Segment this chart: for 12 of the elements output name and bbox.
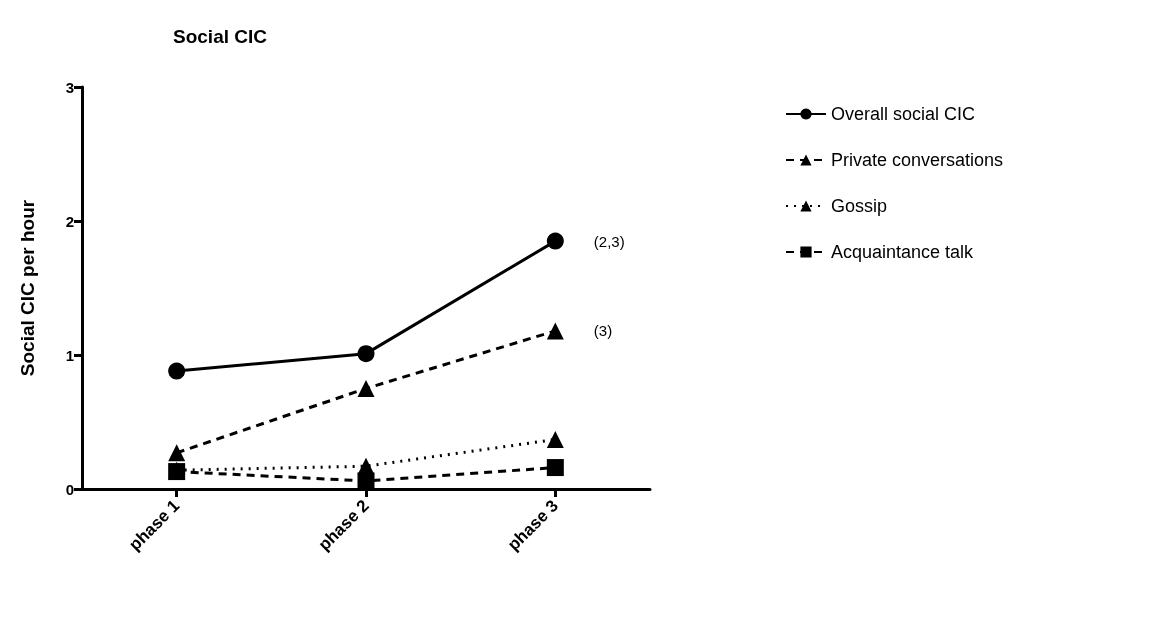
legend-label: Private conversations bbox=[831, 150, 1004, 170]
y-tick-label: 1 bbox=[65, 346, 74, 364]
annotation: (3) bbox=[593, 322, 613, 340]
legend-label: Overall social CIC bbox=[831, 104, 976, 124]
chart-title: Social CIC bbox=[173, 26, 268, 47]
y-tick-label: 0 bbox=[65, 480, 74, 498]
y-tick-label: 2 bbox=[65, 212, 74, 230]
annotation: (2,3) bbox=[593, 232, 625, 250]
y-axis-title: Social CIC per hour bbox=[17, 199, 38, 377]
y-tick-label: 3 bbox=[65, 78, 74, 96]
legend-label: Gossip bbox=[831, 196, 888, 216]
legend-label: Acquaintance talk bbox=[831, 242, 975, 262]
